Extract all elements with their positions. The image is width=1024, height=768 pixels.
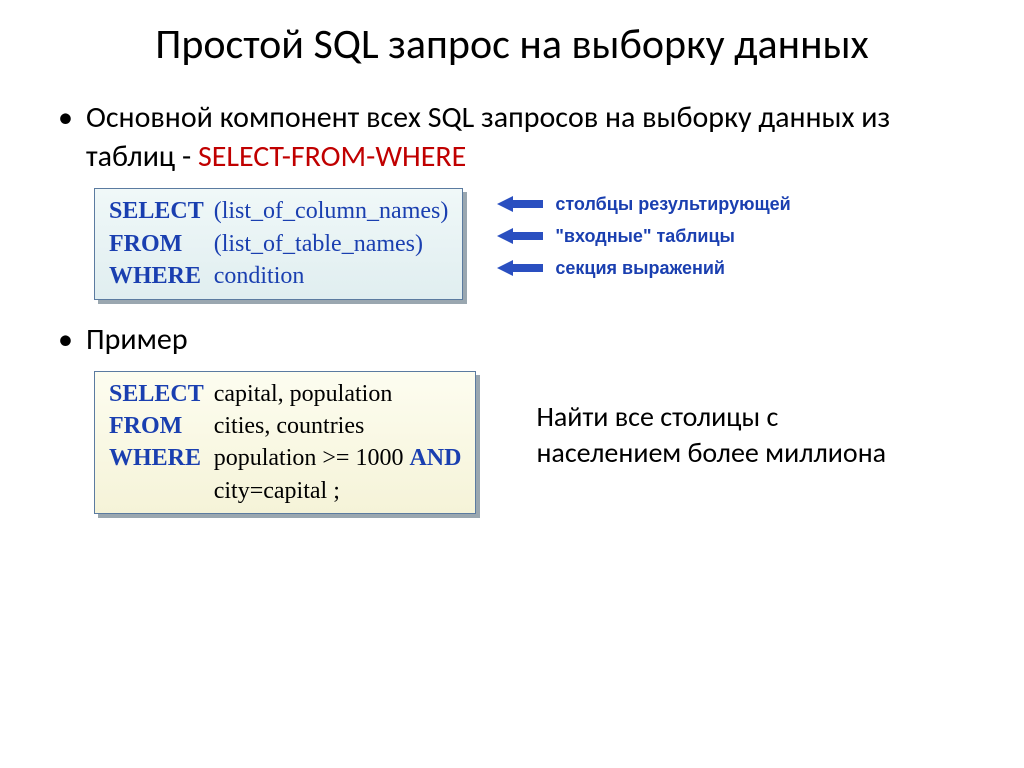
example-select-row: SELECT capital, population — [109, 378, 461, 410]
syntax-row: SELECT (list_of_column_names) FROM (list… — [94, 188, 984, 299]
select-arg: (list_of_column_names) — [214, 198, 449, 224]
syntax-select-row: SELECT (list_of_column_names) — [109, 195, 448, 227]
annot-where: секция выражений — [497, 252, 790, 284]
slide: Простой SQL запрос на выборку данных Осн… — [0, 0, 1024, 768]
bullet-main: Основной компонент всех SQL запросов на … — [40, 98, 984, 176]
where-arg: condition — [214, 263, 305, 289]
annot-where-text: секция выражений — [555, 258, 725, 279]
syntax-where-row: WHERE condition — [109, 260, 448, 292]
from-keyword: FROM — [109, 231, 182, 257]
ex-from-arg: cities, countries — [214, 413, 365, 439]
ex-select-keyword: SELECT — [109, 381, 204, 407]
annot-from: "входные" таблицы — [497, 220, 790, 252]
example-from-row: FROM cities, countries — [109, 410, 461, 442]
example-where-row2: city=capital ; — [109, 475, 461, 507]
where-keyword: WHERE — [109, 263, 201, 289]
example-description: Найти все столицы с населением более мил… — [536, 371, 926, 472]
arrow-left-icon — [497, 260, 543, 276]
ex-where-and: AND — [409, 445, 461, 471]
ex-where-arg1: population >= 1000 — [214, 445, 410, 471]
bullet-main-keywords: SELECT-FROM-WHERE — [198, 138, 466, 175]
annot-from-text: "входные" таблицы — [555, 226, 735, 247]
ex-from-keyword: FROM — [109, 413, 182, 439]
syntax-box: SELECT (list_of_column_names) FROM (list… — [94, 188, 463, 299]
slide-title: Простой SQL запрос на выборку данных — [40, 20, 984, 70]
select-keyword: SELECT — [109, 198, 204, 224]
arrow-left-icon — [497, 196, 543, 212]
example-row: SELECT capital, population FROM cities, … — [94, 371, 984, 515]
ex-select-arg: capital, population — [214, 381, 393, 407]
annot-select-text: столбцы результирующей — [555, 194, 790, 215]
bullet-example: Пример — [40, 320, 984, 359]
example-table: SELECT capital, population FROM cities, … — [109, 378, 461, 508]
annotations: столбцы результирующей "входные" таблицы… — [497, 188, 790, 284]
ex-where-arg2: city=capital ; — [214, 478, 340, 504]
ex-where-keyword: WHERE — [109, 445, 201, 471]
example-box: SELECT capital, population FROM cities, … — [94, 371, 476, 515]
annot-select: столбцы результирующей — [497, 188, 790, 220]
arrow-left-icon — [497, 228, 543, 244]
syntax-from-row: FROM (list_of_table_names) — [109, 228, 448, 260]
example-where-row: WHERE population >= 1000 AND — [109, 442, 461, 474]
from-arg: (list_of_table_names) — [214, 231, 423, 257]
syntax-table: SELECT (list_of_column_names) FROM (list… — [109, 195, 448, 292]
